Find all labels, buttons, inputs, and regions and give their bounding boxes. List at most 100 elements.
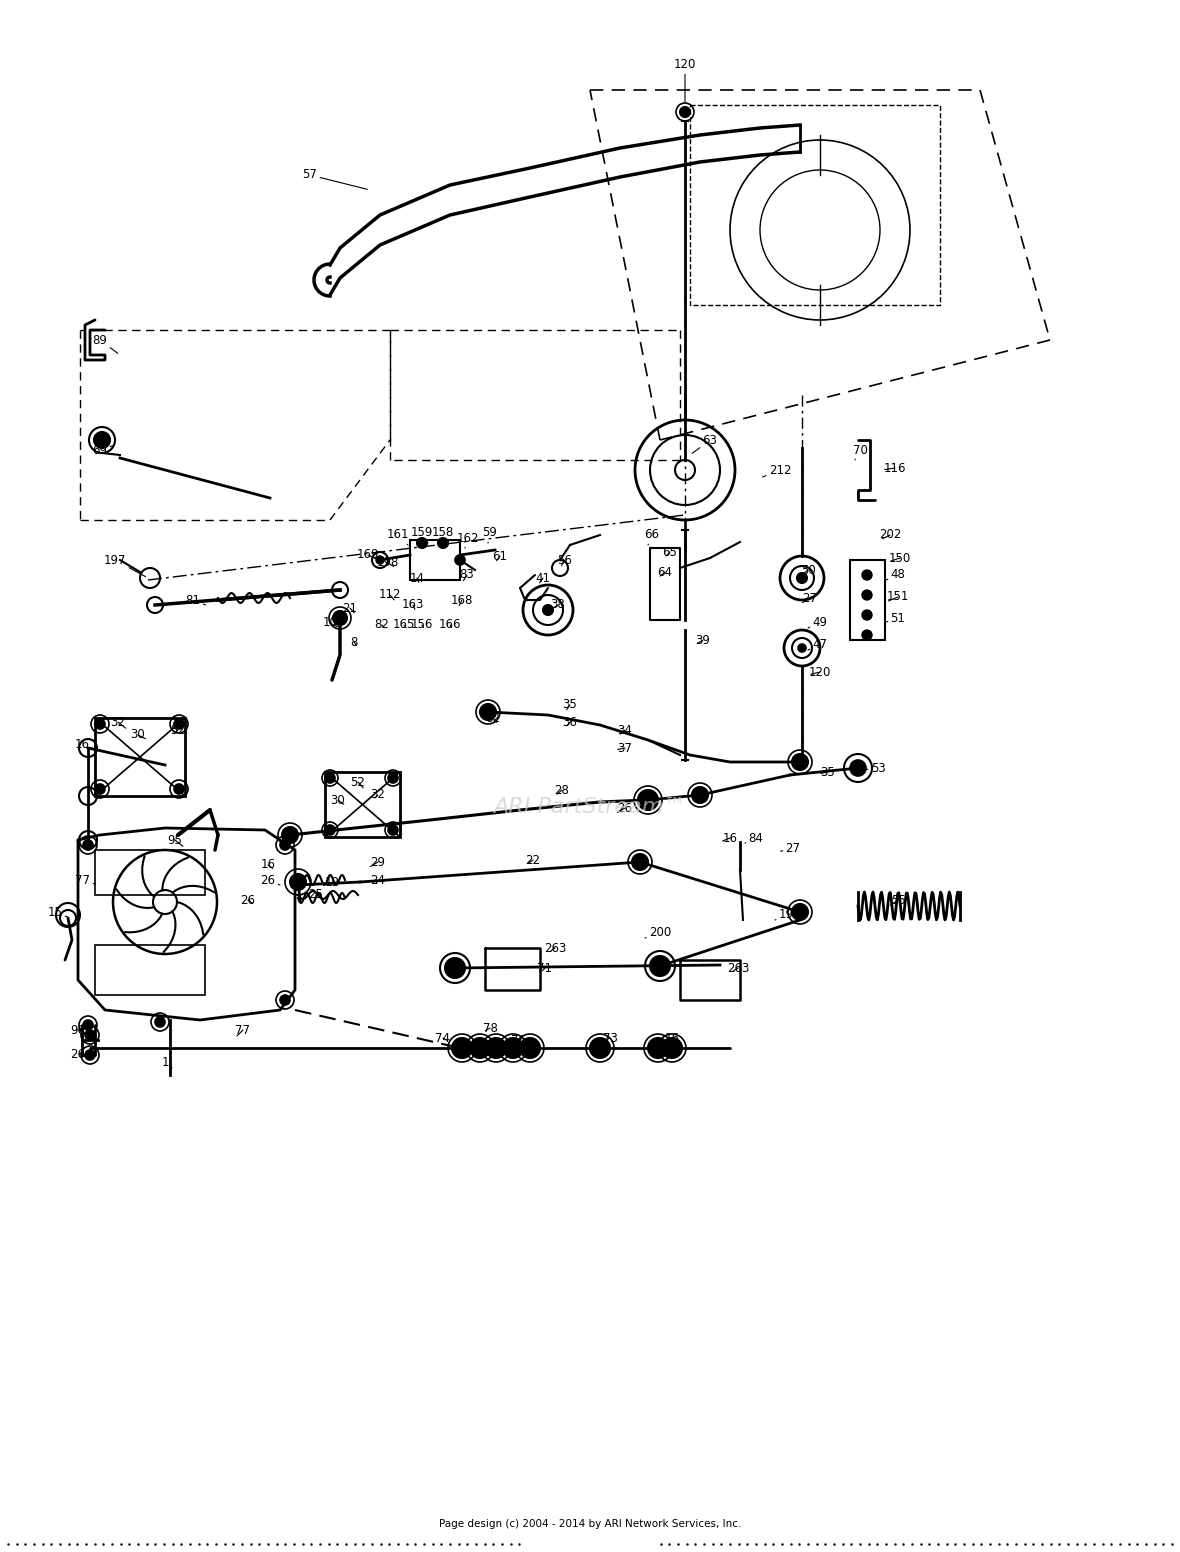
Text: 199: 199 [775,908,801,922]
Circle shape [290,874,306,889]
Circle shape [850,760,866,776]
Text: 1: 1 [162,1055,172,1068]
Text: 159: 159 [411,526,433,543]
Circle shape [324,826,335,835]
Text: ARI PartStream™: ARI PartStream™ [493,798,687,816]
Text: 16: 16 [722,832,738,844]
Text: 77: 77 [76,874,96,886]
Text: 26: 26 [241,894,256,906]
Text: 83: 83 [460,568,474,582]
Text: 76: 76 [511,1034,525,1046]
Text: 71: 71 [538,962,552,975]
Text: 16: 16 [261,858,275,872]
Text: 59: 59 [483,526,498,543]
Bar [96,945,205,995]
Text: 30: 30 [330,793,346,807]
Circle shape [543,605,553,615]
Text: 52: 52 [171,723,185,737]
Text: 36: 36 [563,715,577,728]
Text: 165: 165 [393,619,415,632]
Circle shape [376,556,384,563]
Text: 65: 65 [662,545,677,559]
Text: 56: 56 [558,554,572,566]
Circle shape [863,590,872,601]
Text: 197: 197 [104,554,145,577]
Circle shape [282,827,299,843]
Text: 74: 74 [435,1032,451,1044]
Text: 150: 150 [889,551,911,565]
Text: 200: 200 [645,925,671,939]
Circle shape [173,784,184,795]
Text: 166: 166 [439,619,461,632]
Circle shape [796,573,807,584]
Text: 32: 32 [111,715,126,728]
Circle shape [662,1038,682,1058]
Text: 34: 34 [617,723,632,737]
Text: 26: 26 [71,1049,90,1062]
Circle shape [470,1038,490,1058]
Text: 73: 73 [603,1032,617,1044]
Text: 8: 8 [350,635,358,649]
Text: 19: 19 [324,875,340,888]
Circle shape [173,719,184,729]
Text: 28: 28 [555,784,570,796]
Text: 53: 53 [865,762,885,774]
Circle shape [590,1038,610,1058]
Text: 27: 27 [781,841,800,855]
Text: 41: 41 [536,571,551,585]
Text: 263: 263 [727,962,749,975]
Circle shape [388,773,398,784]
Bar [96,719,185,796]
Bar [690,106,940,306]
Text: 49: 49 [808,616,827,629]
Circle shape [83,1020,93,1031]
Text: 24: 24 [371,874,386,886]
Text: 81: 81 [185,593,205,607]
Text: 163: 163 [402,599,424,611]
Circle shape [503,1038,523,1058]
Text: 55: 55 [890,894,905,906]
Circle shape [94,431,110,449]
Circle shape [85,1031,96,1040]
Text: 202: 202 [879,529,902,542]
Text: 158: 158 [432,526,454,542]
Bar [850,560,885,639]
Text: 84: 84 [745,832,763,844]
Text: 63: 63 [693,433,717,453]
Text: 263: 263 [544,942,566,954]
Circle shape [85,1051,96,1060]
Text: 66: 66 [644,529,660,545]
Text: 22: 22 [525,854,540,866]
Text: 162: 162 [457,531,479,548]
Circle shape [863,630,872,639]
Text: 51: 51 [886,611,905,624]
Text: 62: 62 [485,711,500,725]
Text: 16: 16 [660,1032,680,1044]
Text: 37: 37 [617,742,632,754]
Text: 151: 151 [887,590,909,604]
Text: 198: 198 [376,557,399,570]
Text: 120: 120 [674,59,696,102]
Text: 64: 64 [657,565,673,579]
Text: 35: 35 [563,698,577,711]
Text: 212: 212 [762,464,792,476]
Circle shape [438,539,448,548]
Circle shape [455,556,465,565]
Text: 21: 21 [342,602,358,615]
Text: 156: 156 [411,619,433,632]
Circle shape [863,610,872,619]
Text: 48: 48 [886,568,905,582]
Text: 38: 38 [551,599,565,611]
Text: 96: 96 [71,1023,85,1037]
Text: 89: 89 [92,334,118,354]
Circle shape [632,854,648,871]
Text: 57: 57 [302,169,367,189]
Text: 161: 161 [387,529,409,545]
Text: 120: 120 [808,666,831,678]
Text: 77: 77 [236,1023,250,1037]
Circle shape [452,1038,472,1058]
Circle shape [83,840,93,850]
Text: 27: 27 [802,591,818,604]
Text: 78: 78 [483,1021,498,1035]
Circle shape [638,790,658,810]
